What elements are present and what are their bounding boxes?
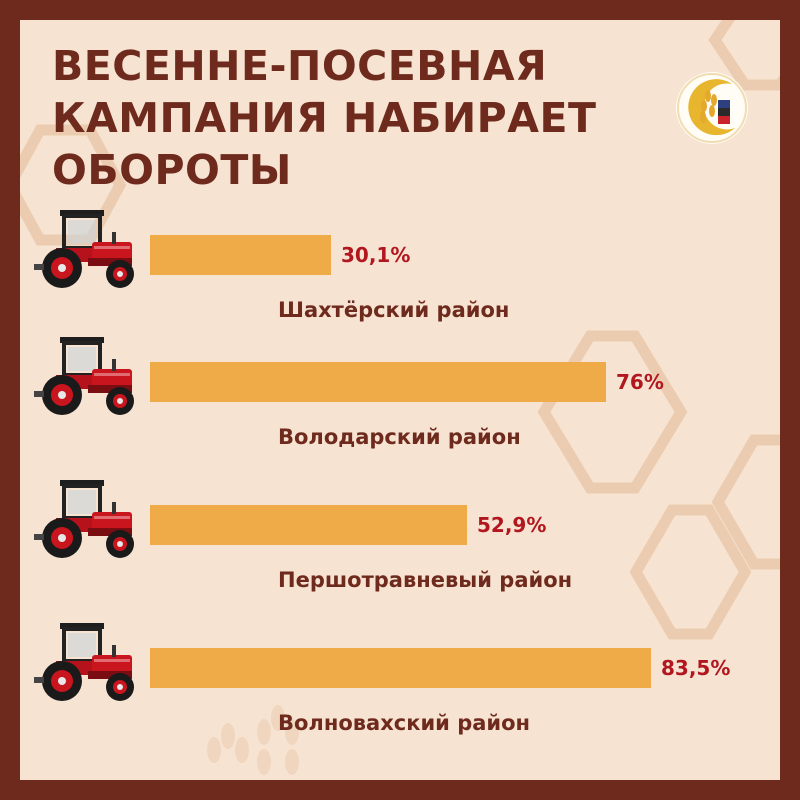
bar <box>150 648 651 688</box>
hexagon-outline <box>708 20 780 91</box>
data-label: 52,9% <box>477 513 547 537</box>
hexagon-outline <box>537 330 688 494</box>
category-label: Першотравневый район <box>278 568 573 592</box>
hexagon-outline <box>629 504 752 640</box>
bar <box>150 235 331 275</box>
chart-row: 83,5% Волновахский район <box>20 619 780 749</box>
hexagon-outline <box>711 434 780 570</box>
red-tractor-icon <box>32 478 136 560</box>
red-tractor-icon <box>32 621 136 703</box>
bar <box>150 362 606 402</box>
category-label: Шахтёрский район <box>278 298 510 322</box>
wheat-decoration <box>207 705 299 775</box>
wheat-emblem-logo <box>676 72 748 144</box>
chart-row: 76% Володарский район <box>20 333 780 463</box>
title-line: ОБОРОТЫ <box>52 146 292 194</box>
category-label: Володарский район <box>278 425 521 449</box>
title-line: КАМПАНИЯ НАБИРАЕТ <box>52 94 597 142</box>
category-label: Волновахский район <box>278 711 531 735</box>
infographic-panel: ВЕСЕННЕ-ПОСЕВНАЯ КАМПАНИЯ НАБИРАЕТ ОБОРО… <box>20 20 780 780</box>
hexagon-decoration <box>20 20 780 775</box>
data-label: 30,1% <box>341 243 411 267</box>
title-line: ВЕСЕННЕ-ПОСЕВНАЯ <box>52 42 548 90</box>
red-tractor-icon <box>32 335 136 417</box>
bar <box>150 505 467 545</box>
chart-row: 52,9% Першотравневый район <box>20 476 780 606</box>
red-tractor-icon <box>32 208 136 290</box>
page-title: ВЕСЕННЕ-ПОСЕВНАЯ КАМПАНИЯ НАБИРАЕТ ОБОРО… <box>52 40 652 196</box>
chart-row: 30,1% Шахтёрский район <box>20 206 780 336</box>
data-label: 83,5% <box>661 656 731 680</box>
data-label: 76% <box>616 370 664 394</box>
